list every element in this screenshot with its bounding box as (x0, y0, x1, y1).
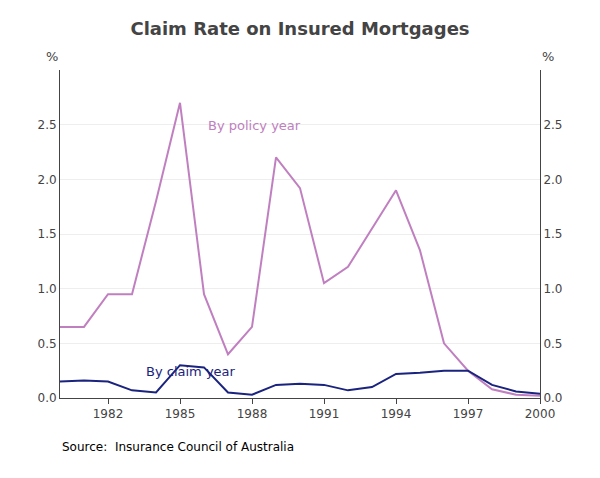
svg-text:Source: Insurance Council of: Source: Insurance Council of Australia (62, 440, 294, 454)
svg-text:%: % (46, 49, 58, 64)
svg-text:2.0: 2.0 (38, 173, 57, 187)
svg-text:0.5: 0.5 (543, 337, 562, 351)
svg-text:1.5: 1.5 (543, 227, 562, 241)
svg-text:0.0: 0.0 (543, 391, 562, 405)
svg-text:0.5: 0.5 (38, 337, 57, 351)
svg-text:Claim Rate on Insured Mortgage: Claim Rate on Insured Mortgages (130, 18, 469, 39)
svg-text:2000: 2000 (525, 407, 556, 421)
svg-text:1.5: 1.5 (38, 227, 57, 241)
svg-text:By claim year: By claim year (146, 364, 236, 379)
svg-text:1994: 1994 (381, 407, 412, 421)
svg-text:%: % (542, 49, 554, 64)
svg-text:1.0: 1.0 (543, 282, 562, 296)
svg-text:2.5: 2.5 (543, 118, 562, 132)
svg-text:1.0: 1.0 (38, 282, 57, 296)
svg-text:1988: 1988 (237, 407, 268, 421)
svg-text:By policy year: By policy year (208, 118, 301, 133)
svg-text:1991: 1991 (309, 407, 340, 421)
svg-text:1982: 1982 (93, 407, 124, 421)
svg-text:2.0: 2.0 (543, 173, 562, 187)
svg-text:0.0: 0.0 (38, 391, 57, 405)
svg-text:2.5: 2.5 (38, 118, 57, 132)
svg-text:1997: 1997 (453, 407, 484, 421)
svg-text:1985: 1985 (165, 407, 196, 421)
